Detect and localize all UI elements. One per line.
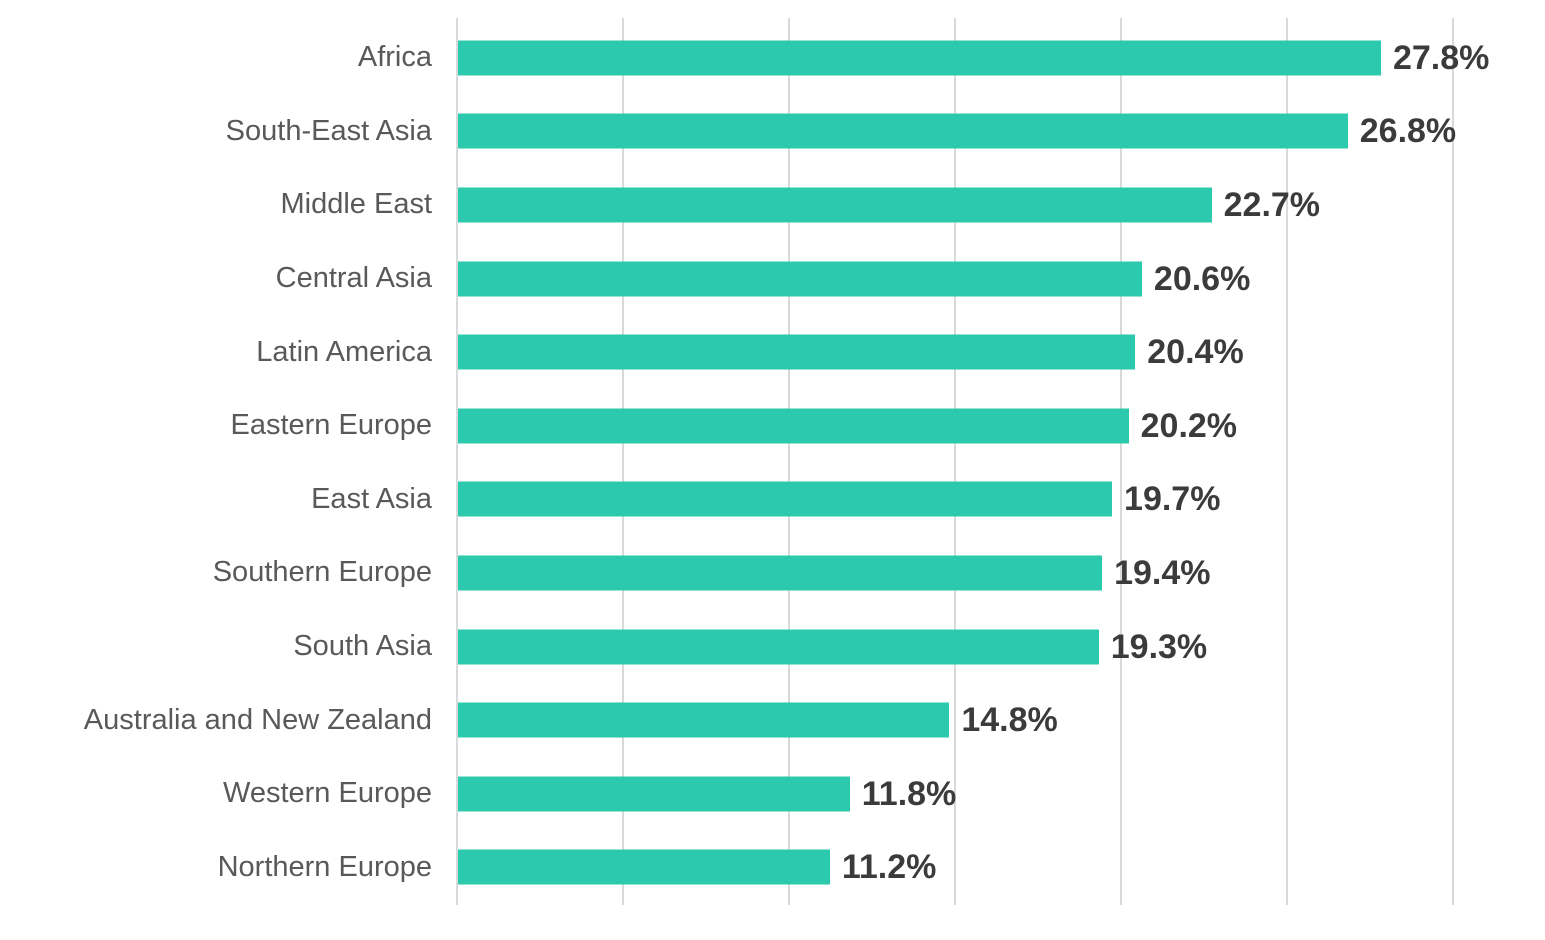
- bar-track: 20.4%: [457, 315, 1453, 389]
- value-label: 14.8%: [961, 701, 1058, 740]
- gridline: [954, 18, 956, 905]
- bar: [458, 702, 950, 738]
- chart-row: Western Europe 11.8%: [0, 757, 1545, 831]
- chart-row: Latin America 20.4%: [0, 315, 1545, 389]
- gridline: [622, 18, 624, 905]
- bar: [458, 261, 1142, 297]
- category-label: Australia and New Zealand: [83, 703, 432, 736]
- category-label: Central Asia: [275, 262, 432, 295]
- gridline: [1120, 18, 1122, 905]
- value-label: 20.6%: [1153, 259, 1251, 298]
- bar: [458, 555, 1103, 591]
- bar: [458, 408, 1129, 444]
- chart-row: South Asia 19.3%: [0, 610, 1545, 684]
- bar: [458, 187, 1212, 223]
- chart-row: Central Asia 20.6%: [0, 242, 1545, 316]
- value-label: 11.2%: [841, 848, 937, 887]
- chart-row: Africa 27.8%: [0, 21, 1545, 95]
- category-label: Eastern Europe: [230, 409, 432, 442]
- bar-track: 19.3%: [457, 610, 1453, 684]
- chart-row: Southern Europe 19.4%: [0, 536, 1545, 610]
- bar: [458, 481, 1113, 517]
- bar-track: 20.6%: [457, 242, 1453, 316]
- gridline: [456, 18, 458, 905]
- bar-track: 19.4%: [457, 536, 1453, 610]
- bar: [458, 776, 850, 812]
- gridline: [1452, 18, 1454, 905]
- category-label: Middle East: [280, 188, 432, 221]
- bar-track: 11.8%: [457, 757, 1453, 831]
- category-label: Africa: [357, 41, 432, 74]
- category-label: South-East Asia: [225, 114, 432, 147]
- value-label: 11.8%: [861, 774, 957, 813]
- category-label: Northern Europe: [217, 850, 432, 883]
- category-label: Western Europe: [222, 777, 432, 810]
- chart-row: East Asia 19.7%: [0, 463, 1545, 537]
- chart-row: South-East Asia 26.8%: [0, 95, 1545, 169]
- category-label: Latin America: [256, 335, 432, 368]
- gridline: [1286, 18, 1288, 905]
- bar: [458, 40, 1381, 76]
- value-label: 20.2%: [1140, 406, 1238, 445]
- bar: [458, 113, 1348, 149]
- chart-row: Eastern Europe 20.2%: [0, 389, 1545, 463]
- value-label: 22.7%: [1223, 185, 1321, 224]
- category-label: East Asia: [311, 482, 432, 515]
- chart-rows: Africa 27.8% South-East Asia 26.8% Middl…: [0, 21, 1545, 904]
- bar: [458, 629, 1099, 665]
- bar-track: 11.2%: [457, 831, 1453, 905]
- bar-track: 19.7%: [457, 463, 1453, 537]
- value-label: 27.8%: [1392, 38, 1490, 77]
- bar-track: 26.8%: [457, 95, 1457, 169]
- category-label: Southern Europe: [212, 556, 432, 589]
- chart-row: Middle East 22.7%: [0, 168, 1545, 242]
- bar: [458, 334, 1136, 370]
- bar: [458, 849, 830, 885]
- value-label: 20.4%: [1147, 333, 1244, 372]
- value-label: 19.3%: [1110, 627, 1208, 666]
- category-label: South Asia: [293, 630, 432, 663]
- bar-track: 22.7%: [457, 168, 1453, 242]
- bar-track: 27.8%: [457, 21, 1489, 95]
- value-label: 26.8%: [1359, 112, 1457, 151]
- bar-track: 20.2%: [457, 389, 1453, 463]
- gridline: [788, 18, 790, 905]
- chart-row: Northern Europe 11.2%: [0, 831, 1545, 905]
- value-label: 19.4%: [1114, 553, 1211, 592]
- chart-row: Australia and New Zealand 14.8%: [0, 683, 1545, 757]
- bar-track: 14.8%: [457, 683, 1453, 757]
- gridlines-layer: [456, 18, 1454, 905]
- value-label: 19.7%: [1124, 480, 1221, 519]
